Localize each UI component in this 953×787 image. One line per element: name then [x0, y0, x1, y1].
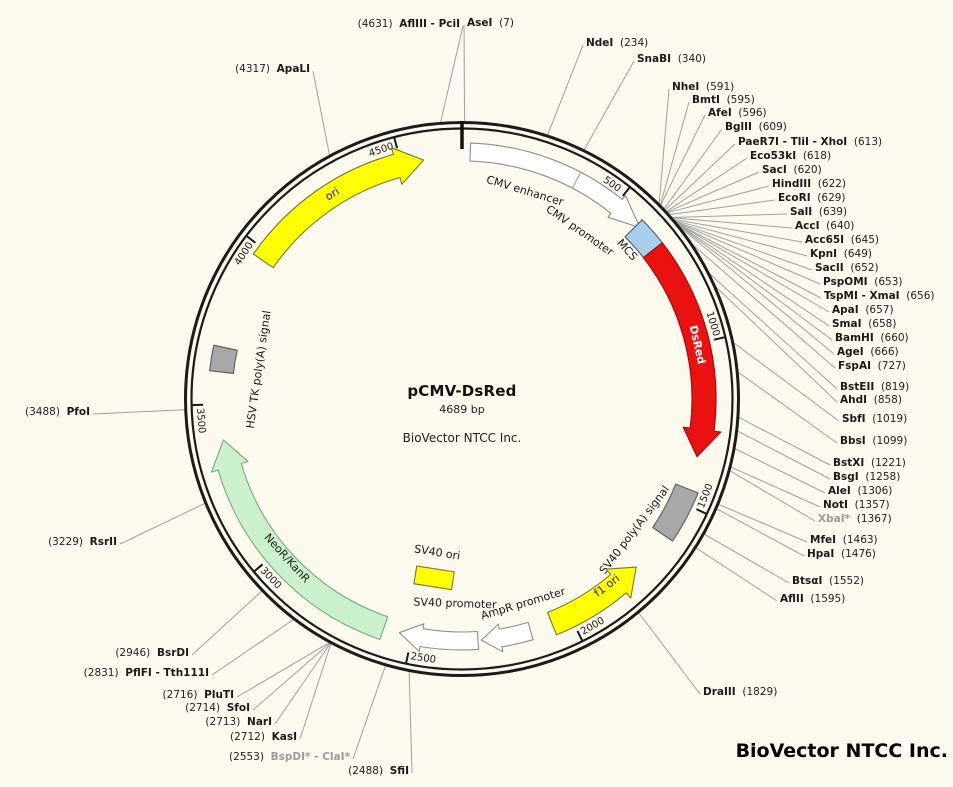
- leader-AflIII - PciI: [440, 25, 464, 123]
- feature-label-SV40 ori: SV40 ori: [413, 542, 461, 562]
- leader-Eco53kI: [665, 157, 748, 213]
- leader-AccI: [671, 217, 793, 229]
- tick-mark-1000: [713, 336, 726, 341]
- leader-Acc65I: [672, 218, 803, 243]
- watermark-logo: BioVector NTCC Inc.: [735, 740, 948, 762]
- leader-FspAI: [690, 243, 836, 369]
- leader-AfeI: [659, 114, 706, 206]
- feature-NeoR/KanR: [210, 439, 389, 640]
- leader-KpnI: [673, 219, 808, 257]
- leader-SalI: [671, 213, 788, 218]
- tick-mark-4000: [246, 235, 257, 244]
- leader-BbsI: [737, 371, 838, 444]
- feature-SV40 promoter: [398, 623, 480, 652]
- tick-mark-2500: [405, 652, 410, 664]
- leader-PflFI - Tth111I: [211, 618, 295, 676]
- feature-DsRed: [642, 242, 722, 458]
- leader-XbaI*: [729, 470, 816, 522]
- feature-label-CMV promoter: CMV promoter: [543, 202, 616, 258]
- leader-NheI: [658, 88, 670, 205]
- plasmid-size: 4689 bp: [439, 403, 485, 416]
- leader-SfoI: [252, 642, 331, 711]
- feature-label-SV40 promoter: SV40 promoter: [413, 595, 497, 611]
- leader-PaeR7I - TliI - XhoI: [664, 143, 736, 211]
- leader-NarI: [274, 642, 332, 725]
- feature-HSV TK poly(A) signal: [209, 344, 238, 374]
- leader-ApaLI: [312, 70, 331, 156]
- tick-mark-4500: [393, 137, 399, 149]
- leader-BamHI: [676, 222, 833, 341]
- leader-ApaI: [675, 222, 830, 313]
- tick-mark-500: [622, 186, 631, 197]
- tick-label-3500: 3500: [194, 408, 207, 434]
- feature-f1 ori: [547, 566, 637, 636]
- leader-SacI: [666, 171, 760, 213]
- plasmid-company: BioVector NTCC Inc.: [402, 431, 522, 445]
- tick-label-2500: 2500: [410, 651, 437, 666]
- leader-AgeI: [677, 224, 835, 355]
- leader-BsgI: [736, 430, 831, 480]
- leader-AseI: [463, 24, 466, 123]
- leader-BmtI: [659, 101, 690, 206]
- leader-KasI: [299, 642, 332, 740]
- tick-mark-2000: [576, 630, 584, 642]
- leader-HpaI: [716, 508, 805, 557]
- leader-BspDI* - ClaI*: [352, 665, 387, 760]
- leader-BsrDI: [191, 590, 263, 656]
- feature-divider-CMV cassette: [571, 171, 582, 189]
- leader-NotI: [730, 466, 821, 508]
- leader-BglII: [663, 128, 723, 210]
- leader-NdeI: [546, 44, 584, 136]
- feature-label-ori: ori: [323, 185, 342, 204]
- tick-mark-3000: [253, 563, 264, 573]
- leader-DraIII: [638, 612, 701, 695]
- leader-BtsαI: [703, 533, 790, 584]
- tick-label-4000: 4000: [233, 240, 256, 267]
- feature-ori: [252, 147, 425, 269]
- tick-label-1500: 1500: [696, 482, 716, 510]
- feature-AmpR promoter: [480, 621, 534, 653]
- leader-HindIII: [666, 185, 770, 214]
- leader-PluTI: [236, 641, 330, 698]
- leader-BstXI: [738, 416, 831, 466]
- leader-SbfI: [732, 342, 840, 422]
- leader-RsrII: [119, 502, 206, 545]
- leader-AhdI: [714, 285, 838, 403]
- leader-SmaI: [675, 222, 830, 327]
- leader-BstEII: [708, 272, 838, 390]
- plasmid-name: pCMV-DsRed: [407, 382, 517, 400]
- tick-mark-1500: [695, 508, 707, 515]
- leader-SnaBI: [583, 60, 635, 151]
- leader-EcoRI: [668, 199, 776, 216]
- leader-MfeI: [718, 503, 808, 543]
- leader-SfiI: [408, 670, 413, 774]
- leader-AflII: [695, 547, 778, 602]
- leader-TspMI - XmaI: [675, 221, 822, 299]
- feature-SV40 poly(A) signal: [652, 483, 699, 542]
- leader-AleI: [734, 447, 826, 494]
- leader-SacII: [674, 220, 813, 271]
- feature-label-HSV TK poly(A) signal: HSV TK poly(A) signal: [244, 310, 274, 430]
- leader-PspOMI: [674, 220, 821, 285]
- feature-SV40 ori: [413, 565, 455, 591]
- leader-PfoI: [92, 409, 186, 415]
- plasmid-title-block: pCMV-DsRed 4689 bp BioVector NTCC Inc.: [332, 382, 592, 445]
